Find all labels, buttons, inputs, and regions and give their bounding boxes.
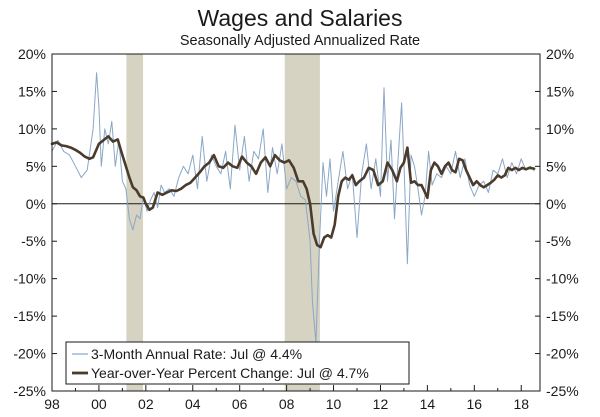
x-tick-label: 10	[326, 396, 342, 412]
y-left-tick-label: -5%	[21, 233, 46, 249]
y-right-tick-label: -25%	[546, 383, 579, 399]
y-right-tick-label: 20%	[546, 46, 574, 62]
x-tick-label: 12	[373, 396, 389, 412]
chart-subtitle: Seasonally Adjusted Annualized Rate	[180, 33, 420, 49]
y-right-tick-label: -5%	[546, 233, 571, 249]
y-right-tick-label: -20%	[546, 346, 579, 362]
series-3-month	[51, 72, 535, 343]
y-left-tick-label: 5%	[26, 158, 46, 174]
x-tick-label: 08	[279, 396, 295, 412]
x-tick-label: 04	[185, 396, 201, 412]
y-axis-right: 20% 15% 10% 5% 0% -5% -10% -15% -20% -25%	[535, 46, 579, 399]
plot-frame	[51, 53, 541, 392]
y-left-tick-label: 0%	[26, 196, 46, 212]
y-right-tick-label: 15%	[546, 83, 574, 99]
legend: 3-Month Annual Rate: Jul @ 4.4% Year-over…	[65, 341, 410, 385]
x-tick-label: 00	[91, 396, 107, 412]
x-axis: 98 00 02 04 06 08 10 12 14 16 18	[44, 385, 529, 412]
y-left-tick-label: -15%	[13, 308, 46, 324]
y-right-tick-label: 5%	[546, 158, 566, 174]
x-tick-label: 16	[467, 396, 483, 412]
series-3-month-line	[51, 72, 535, 343]
x-tick-label: 14	[420, 396, 436, 412]
y-right-tick-label: -15%	[546, 308, 579, 324]
y-left-tick-label: -25%	[13, 383, 46, 399]
y-right-tick-label: 0%	[546, 196, 566, 212]
x-tick-label: 18	[513, 396, 529, 412]
y-right-tick-label: 10%	[546, 121, 574, 137]
x-tick-label: 02	[138, 396, 154, 412]
x-tick-label: 06	[232, 396, 248, 412]
y-left-tick-label: 10%	[18, 121, 46, 137]
y-left-tick-label: 20%	[18, 46, 46, 62]
y-left-tick-label: -20%	[13, 346, 46, 362]
y-left-tick-label: 15%	[18, 83, 46, 99]
x-tick-label: 98	[44, 396, 60, 412]
legend-label-yoy: Year-over-Year Percent Change: Jul @ 4.7…	[91, 365, 369, 381]
series-yoy	[50, 135, 536, 249]
legend-label-3-month: 3-Month Annual Rate: Jul @ 4.4%	[91, 346, 302, 362]
y-right-tick-label: -10%	[546, 271, 579, 287]
recession-bands	[126, 54, 320, 391]
plot-border	[51, 53, 541, 392]
chart-title: Wages and Salaries	[198, 5, 403, 31]
legend-box	[65, 341, 410, 385]
recession-band-2	[284, 54, 320, 391]
y-axis-left: 20% 15% 10% 5% 0% -5% -10% -15% -20% -25%	[13, 46, 57, 399]
y-left-tick-label: -10%	[13, 271, 46, 287]
series-yoy-line	[50, 135, 536, 249]
